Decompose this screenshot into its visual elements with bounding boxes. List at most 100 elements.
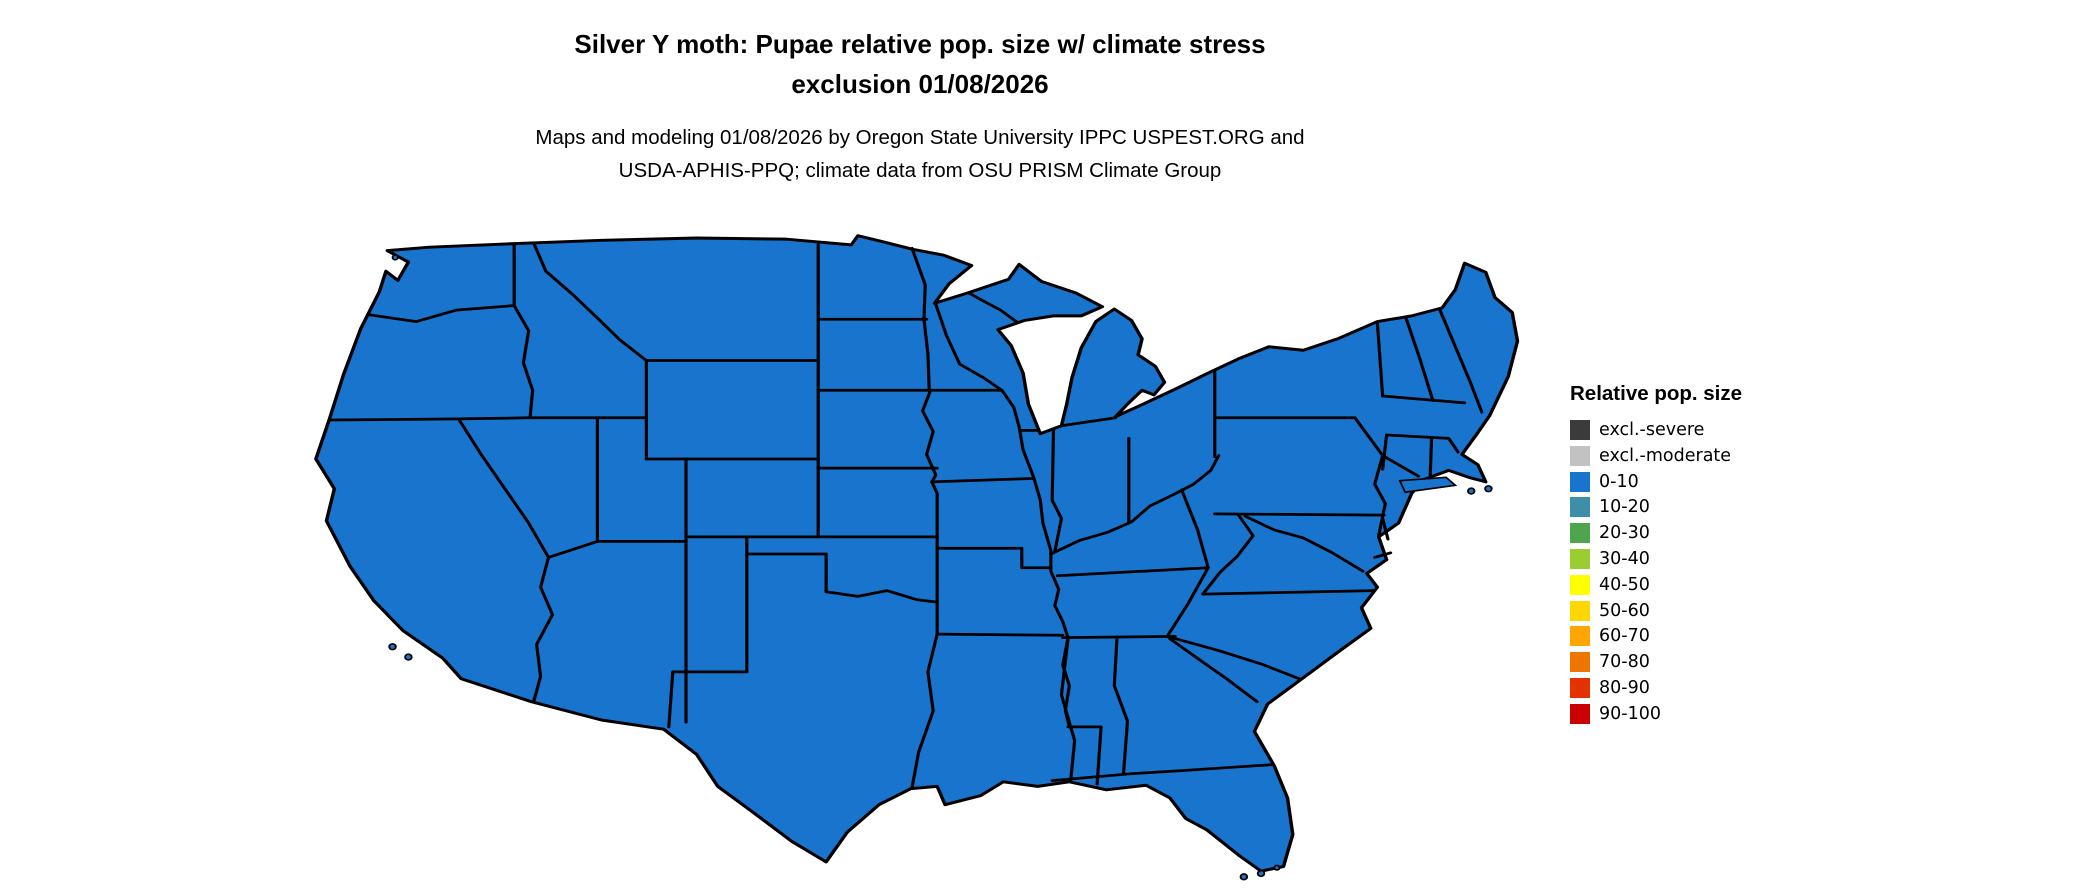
legend-swatch <box>1570 497 1590 518</box>
state-border-line <box>546 540 600 559</box>
legend-items: excl.-severe excl.-moderate 0-10 10-20 20-30… <box>1570 420 1742 724</box>
state-border-line <box>1165 566 1210 638</box>
island-dot <box>388 643 397 651</box>
legend-swatch <box>1570 445 1590 466</box>
legend-label: 90-100 <box>1599 703 1661 724</box>
state-border-line <box>1213 512 1386 517</box>
state-border-line <box>327 416 648 422</box>
island-dot <box>1466 487 1476 495</box>
long-island <box>1398 476 1458 494</box>
legend-item: 80-90 <box>1570 677 1742 698</box>
page-title-line1: Silver Y moth: Pupae relative pop. size … <box>574 29 1266 59</box>
legend-label: 10-20 <box>1599 497 1650 518</box>
state-border-line <box>1385 433 1460 454</box>
state-border-line <box>1168 637 1259 704</box>
state-border-line <box>1059 637 1077 783</box>
state-border-line <box>1213 416 1385 457</box>
legend-item: 20-30 <box>1570 523 1742 544</box>
state-border-line <box>824 589 939 604</box>
legend-item: 30-40 <box>1570 548 1742 569</box>
us-map <box>314 234 1520 881</box>
state-border-line <box>1381 433 1389 471</box>
legend-item: 70-80 <box>1570 652 1742 673</box>
state-border-line <box>967 291 1020 325</box>
legend-swatch <box>1570 548 1590 569</box>
page-subtitle: Maps and modeling 01/08/2026 by Oregon S… <box>0 121 1840 187</box>
us-map-container <box>300 222 1536 886</box>
island-dot <box>1256 869 1266 878</box>
state-border-line <box>1437 307 1484 414</box>
legend-swatch <box>1570 420 1590 440</box>
island-dot <box>1239 873 1249 881</box>
legend-item: 60-70 <box>1570 626 1742 647</box>
coastal-islands <box>388 254 1493 881</box>
state-border-line <box>1243 514 1365 573</box>
state-borders <box>327 242 1484 789</box>
island-dot <box>1273 864 1281 871</box>
legend-title: Relative pop. size <box>1570 382 1743 405</box>
state-border-line <box>1180 488 1210 570</box>
state-border-line <box>1201 589 1375 596</box>
state-border-line <box>1165 635 1301 681</box>
legend: Relative pop. size excl.-severe excl.-mod… <box>1570 382 1742 730</box>
legend-label: 50-60 <box>1599 600 1650 621</box>
us-landmass <box>314 234 1520 873</box>
state-border-line <box>532 242 648 362</box>
page-title: Silver Y moth: Pupae relative pop. size … <box>0 24 1840 104</box>
state-border-line <box>667 670 749 729</box>
state-border-line <box>910 246 931 392</box>
state-border-line <box>1375 321 1385 398</box>
state-border-line <box>1050 428 1064 554</box>
legend-label: excl.-moderate <box>1599 445 1732 466</box>
island-dot <box>391 254 399 261</box>
legend-swatch <box>1570 471 1590 492</box>
state-border-line <box>457 417 555 702</box>
state-border-line <box>930 480 939 539</box>
legend-label: 20-30 <box>1599 523 1650 544</box>
legend-label: 0-10 <box>1599 471 1639 492</box>
legend-swatch <box>1570 626 1590 647</box>
legend-item: 10-20 <box>1570 497 1742 518</box>
island-dot <box>404 653 413 661</box>
state-border-line <box>1381 394 1467 405</box>
state-border-line <box>1201 513 1255 596</box>
state-border-line <box>934 303 1004 392</box>
state-border-line <box>1381 454 1420 478</box>
legend-label: 70-80 <box>1599 652 1650 673</box>
legend-swatch <box>1570 652 1590 673</box>
legend-label: 30-40 <box>1599 548 1650 569</box>
legend-item: 0-10 <box>1570 471 1742 492</box>
state-border-line <box>921 388 938 484</box>
state-border-line <box>512 242 535 420</box>
page-subtitle-line2: USDA-APHIS-PPQ; climate data from OSU PR… <box>618 159 1222 182</box>
state-border-line <box>910 632 939 789</box>
legend-label: excl.-severe <box>1599 420 1705 440</box>
state-border-line <box>1112 637 1130 775</box>
state-border-line <box>1428 436 1434 477</box>
state-border-line <box>935 546 1052 570</box>
legend-label: 80-90 <box>1599 677 1650 698</box>
island-dot <box>1484 485 1493 493</box>
legend-item: excl.-severe <box>1570 420 1742 440</box>
state-border-line <box>930 477 1036 484</box>
state-border-line <box>1066 725 1103 786</box>
legend-label: 60-70 <box>1599 626 1650 647</box>
legend-swatch <box>1570 600 1590 621</box>
state-border-line <box>1050 763 1275 783</box>
legend-swatch <box>1570 523 1590 544</box>
page-subtitle-line1: Maps and modeling 01/08/2026 by Oregon S… <box>535 126 1305 149</box>
legend-item: excl.-moderate <box>1570 445 1742 466</box>
legend-swatch <box>1570 703 1590 724</box>
state-border-line <box>1049 454 1221 556</box>
state-border-line <box>1055 566 1210 578</box>
state-border-line <box>1381 517 1390 541</box>
state-border-line <box>935 632 1065 637</box>
state-border-line <box>367 304 516 323</box>
legend-item: 50-60 <box>1570 600 1742 621</box>
state-border-line <box>1059 416 1118 428</box>
page-title-line2: exclusion 01/08/2026 <box>791 69 1049 99</box>
legend-swatch <box>1570 677 1590 698</box>
legend-label: 40-50 <box>1599 574 1650 595</box>
legend-item: 40-50 <box>1570 574 1742 595</box>
state-border-line <box>1061 635 1177 639</box>
